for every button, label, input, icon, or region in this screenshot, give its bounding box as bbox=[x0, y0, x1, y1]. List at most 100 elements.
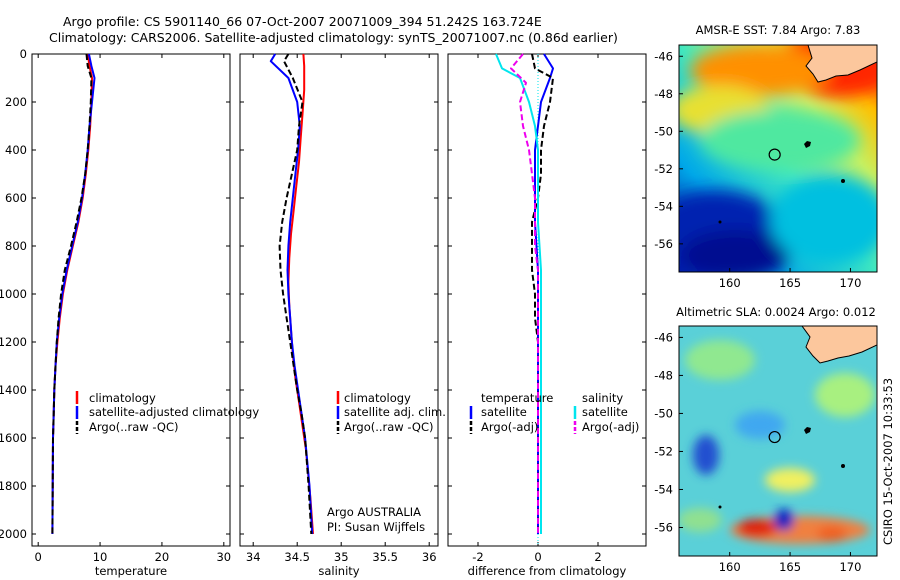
depth-tick-label: 1800 bbox=[0, 479, 27, 493]
map-y-tick-label: -48 bbox=[654, 87, 673, 101]
sla-map bbox=[679, 326, 877, 556]
legend-label-argo: Argo(..raw -QC) bbox=[344, 420, 434, 434]
series-line-2 bbox=[495, 53, 542, 534]
x-tick-label: 20 bbox=[155, 550, 170, 564]
map-y-tick-label: -46 bbox=[654, 330, 673, 344]
sst-map-title: AMSR-E SST: 7.84 Argo: 7.83 bbox=[696, 23, 861, 37]
x-tick-label: 34 bbox=[246, 550, 261, 564]
sla-yellow-patch bbox=[765, 468, 815, 492]
map-y-tick-label: -54 bbox=[654, 199, 673, 213]
sst-map-axes: 160 165 170 -46 -48 -50 -52 -54 -56 bbox=[654, 49, 861, 290]
campbell-island bbox=[841, 464, 845, 468]
sst-warm-band bbox=[690, 45, 830, 95]
temperature-plot-frame bbox=[31, 53, 231, 547]
map-x-tick-label: 160 bbox=[719, 560, 741, 574]
sst-cold-core bbox=[680, 230, 790, 272]
legend-label-temp-argo: Argo(-adj) bbox=[481, 420, 538, 434]
series-line-2 bbox=[51, 53, 93, 535]
campbell-island bbox=[841, 179, 845, 183]
sla-green-patch bbox=[815, 373, 875, 417]
x-tick-label: 0 bbox=[35, 550, 42, 564]
new-zealand-landmass bbox=[801, 326, 877, 364]
sla-green-patch bbox=[685, 340, 755, 380]
sst-green-region bbox=[700, 110, 860, 170]
sla-blue-core bbox=[774, 509, 794, 531]
map-y-tick-label: -50 bbox=[654, 124, 673, 138]
legend-label-temp-satellite: satellite bbox=[481, 405, 527, 419]
map-x-tick-label: 170 bbox=[839, 560, 861, 574]
map-x-tick-label: 165 bbox=[779, 276, 801, 290]
sla-light-blue-patch bbox=[735, 411, 785, 439]
temperature-axis-label: temperature bbox=[95, 564, 167, 578]
depth-tick-label: 1600 bbox=[0, 431, 27, 445]
depth-tick-label: 1400 bbox=[0, 383, 27, 397]
map-y-tick-label: -56 bbox=[654, 520, 673, 534]
sla-map-axes: 160 165 170 -46 -48 -50 -52 -54 -56 bbox=[654, 330, 861, 574]
legend-label-argo: Argo(..raw -QC) bbox=[89, 420, 179, 434]
depth-axis: 0 200 400 600 800 1000 1200 1400 1600 1800 2000 bbox=[0, 47, 27, 541]
x-tick-label: 34.5 bbox=[284, 550, 310, 564]
sla-orange-patch bbox=[817, 526, 847, 542]
temperature-plot: 0 10 20 30 bbox=[32, 53, 231, 564]
x-tick-label: 35.5 bbox=[372, 550, 398, 564]
macquarie-island bbox=[718, 505, 722, 509]
difference-axis-label: difference from climatology bbox=[468, 564, 627, 578]
auckland-islands bbox=[804, 427, 811, 434]
sla-blue-patch bbox=[693, 435, 719, 475]
series-line-1 bbox=[51, 53, 96, 535]
x-tick-label: 10 bbox=[93, 550, 108, 564]
legend-label-satellite: satellite-adjusted climatology bbox=[89, 405, 259, 419]
depth-tick-label: 1000 bbox=[0, 287, 27, 301]
difference-plot-frame bbox=[447, 53, 647, 547]
map-x-tick-label: 160 bbox=[719, 276, 741, 290]
x-tick-label: -2 bbox=[472, 550, 483, 564]
x-tick-label: 0 bbox=[534, 550, 541, 564]
csiro-timestamp: CSIRO 15-Oct-2007 10:33:53 bbox=[881, 378, 895, 545]
legend-group-salinity: salinity bbox=[582, 391, 623, 405]
new-zealand-landmass bbox=[805, 45, 877, 83]
x-tick-label: 30 bbox=[216, 550, 231, 564]
map-y-tick-label: -48 bbox=[654, 368, 673, 382]
header-line-2: Climatology: CARS2006. Satellite-adjuste… bbox=[49, 30, 618, 45]
salinity-legend: climatology satellite adj. clim. Argo(..… bbox=[336, 391, 446, 434]
argo-program-note: Argo AUSTRALIA bbox=[327, 505, 421, 519]
depth-tick-label: 600 bbox=[5, 191, 27, 205]
legend-label-sal-satellite: satellite bbox=[582, 405, 628, 419]
map-x-tick-label: 170 bbox=[839, 276, 861, 290]
sst-cyan-region bbox=[770, 175, 877, 265]
sst-map bbox=[679, 45, 877, 272]
depth-tick-label: 400 bbox=[5, 143, 27, 157]
x-tick-label: 36 bbox=[422, 550, 437, 564]
series-line-0 bbox=[51, 53, 93, 535]
salinity-axis-label: salinity bbox=[318, 564, 359, 578]
x-tick-label: 35 bbox=[334, 550, 349, 564]
map-x-tick-label: 165 bbox=[779, 560, 801, 574]
difference-plot: -2 0 2 bbox=[448, 53, 646, 564]
temperature-legend: climatology satellite-adjusted climatolo… bbox=[75, 391, 259, 434]
argo-float-location-marker bbox=[768, 430, 781, 444]
depth-tick-label: 0 bbox=[20, 47, 27, 61]
map-y-tick-label: -56 bbox=[654, 237, 673, 251]
legend-label-climatology: climatology bbox=[89, 391, 156, 405]
depth-tick-label: 1200 bbox=[0, 335, 27, 349]
sla-green-patch bbox=[679, 508, 722, 532]
sst-map-frame bbox=[678, 44, 878, 273]
principal-investigator-note: PI: Susan Wijffels bbox=[327, 520, 425, 534]
header-line-1: Argo profile: CS 5901140_66 07-Oct-2007 … bbox=[63, 14, 542, 29]
legend-label-sal-argo: Argo(-adj) bbox=[582, 420, 639, 434]
sla-map-frame bbox=[678, 325, 878, 557]
legend-label-climatology: climatology bbox=[344, 391, 411, 405]
salinity-plot-frame bbox=[239, 53, 439, 547]
map-y-tick-label: -54 bbox=[654, 482, 673, 496]
sla-red-patch bbox=[737, 519, 777, 537]
auckland-islands bbox=[804, 141, 811, 148]
depth-tick-label: 200 bbox=[5, 95, 27, 109]
difference-legend: temperature satellite Argo(-adj) salinit… bbox=[469, 391, 639, 434]
x-tick-label: 2 bbox=[594, 550, 601, 564]
series-line-3 bbox=[510, 53, 539, 534]
map-y-tick-label: -52 bbox=[654, 444, 673, 458]
series-line-2 bbox=[278, 53, 313, 535]
depth-tick-label: 800 bbox=[5, 239, 27, 253]
salinity-plot: 34 34.5 35 35.5 36 bbox=[240, 53, 438, 564]
